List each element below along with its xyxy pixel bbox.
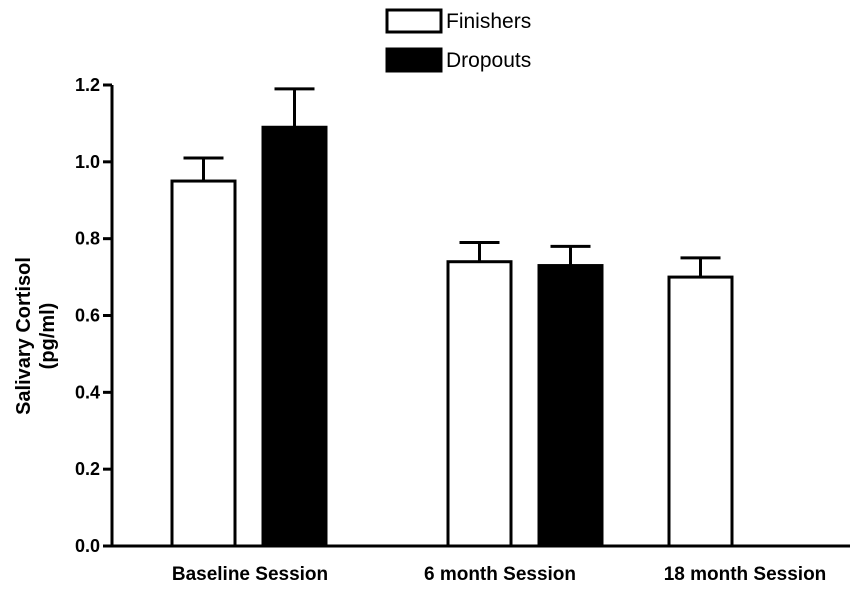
y-tick-label: 1.0 [75, 152, 100, 172]
y-tick-label: 1.2 [75, 75, 100, 95]
y-axis-label-line1: Salivary Cortisol [13, 257, 35, 415]
legend: Finishers Dropouts [385, 8, 531, 73]
y-tick-label: 0.4 [75, 382, 100, 402]
x-category-labels: Baseline Session 6 month Session 18 month … [172, 564, 827, 585]
bar-finishers-0 [170, 179, 237, 548]
x-category-label: 18 month Session [664, 564, 827, 584]
x-category-label: Baseline Session [172, 564, 328, 584]
y-axis-label-line2: (pg/ml) [37, 303, 59, 370]
bar-dropouts-1 [537, 264, 604, 548]
legend-label-finishers: Finishers [446, 10, 531, 33]
y-tick-label: 0.0 [75, 536, 100, 556]
bar-finishers-1 [446, 260, 513, 548]
bar-dropouts-0 [261, 125, 328, 548]
x-category-label: 6 month Session [424, 564, 576, 584]
bars [170, 87, 734, 548]
y-tick-label: 0.8 [75, 229, 100, 249]
y-axis: 0.0 0.2 0.4 0.6 0.8 1.0 1.2 [75, 75, 114, 556]
bar-finishers-2 [667, 275, 734, 548]
y-tick-label: 0.2 [75, 459, 100, 479]
legend-swatch-dropouts [385, 47, 443, 73]
legend-label-dropouts: Dropouts [446, 49, 531, 72]
y-tick-label: 0.6 [75, 306, 100, 326]
legend-swatch-finishers [385, 8, 443, 34]
